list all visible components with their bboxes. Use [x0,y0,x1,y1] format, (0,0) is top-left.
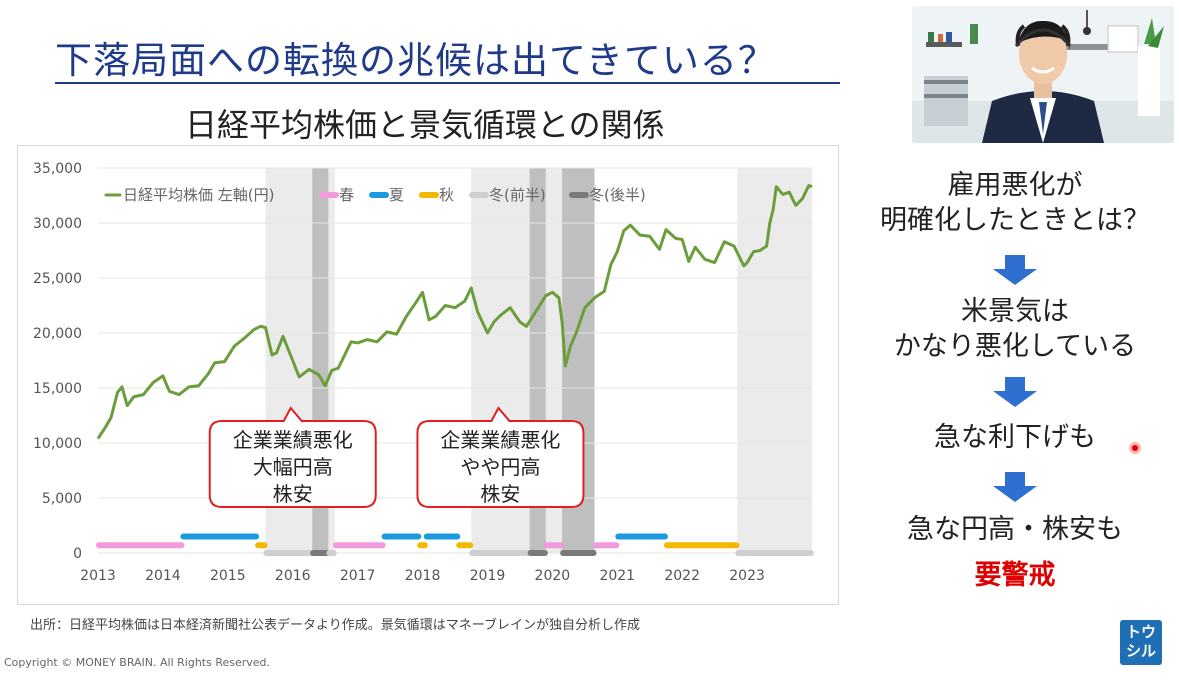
copyright-notice: Copyright © MONEY BRAIN. All Rights Rese… [4,656,271,669]
logo-line-1: トウ [1125,623,1156,641]
annotation-text: 企業業績悪化 [440,428,560,452]
shaded-region [328,168,335,553]
arrow-down-icon [993,377,1037,407]
y-tick-label: 20,000 [33,326,82,342]
x-tick-label: 2015 [210,568,246,584]
annotation-text: 株安 [273,482,313,506]
y-tick-label: 5,000 [42,491,82,507]
flow-step-2-line-2: かなり悪化している [893,331,1137,362]
legend-label: 冬(前半) [489,186,546,204]
annotation-callout [416,406,585,508]
logo-line-2: シル [1125,642,1156,660]
legend-label: 秋 [439,186,454,204]
presenter-image [912,6,1174,143]
x-tick-label: 2013 [80,568,116,584]
annotation-text: 企業業績悪化 [233,428,353,452]
x-tick-label: 2016 [275,568,311,584]
flow-step-1-line-2: 明確化したときとは？ [880,205,1150,236]
legend-label: 冬(後半) [589,186,646,204]
annotation-text: 大幅円高 [253,455,333,479]
legend-label: 夏 [389,186,404,204]
presenter-webcam [912,6,1174,143]
flow-step-4: 急な円高・株安も [907,514,1123,545]
chart-subtitle: 日経平均株価と景気循環との関係 [185,106,665,144]
arrow-down-icon [993,472,1037,502]
x-tick-label: 2023 [729,568,765,584]
y-tick-label: 15,000 [33,381,82,397]
flow-step-2: 米景気は かなり悪化している [855,294,1175,364]
x-tick-label: 2022 [664,568,700,584]
x-tick-label: 2020 [535,568,571,584]
title-underline [55,82,840,84]
legend-label: 春 [339,186,354,204]
flow-step-1: 雇用悪化が 明確化したときとは？ [855,168,1175,238]
annotation-text: 株安 [480,482,520,506]
laser-pointer-icon [1129,442,1141,454]
x-tick-label: 2021 [599,568,635,584]
arrow-down-icon [993,255,1037,285]
toushiru-logo: トウ シル [1120,620,1162,665]
y-tick-label: 30,000 [33,216,82,232]
warning-label: 要警戒 [974,560,1056,591]
y-tick-label: 35,000 [33,161,82,177]
nikkei-business-cycle-chart: 0 5,000 10,000 15,000 20,000 25,000 30,000 35,0… [33,161,814,584]
flow-step-3: 急な利下げも [934,422,1096,453]
chart-frame [17,145,839,605]
annotation-text: やや円高 [460,455,540,479]
flow-step-2-line-1: 米景気は [961,296,1069,327]
y-tick-label: 10,000 [33,436,82,452]
x-tick-label: 2017 [340,568,376,584]
legend-label: 日経平均株価 左軸(円) [123,186,274,204]
x-tick-label: 2014 [145,568,181,584]
y-tick-label: 25,000 [33,271,82,287]
x-tick-label: 2019 [470,568,506,584]
flow-step-1-line-1: 雇用悪化が [947,170,1083,201]
slide-title: 下落局面への転換の兆候は出てきている？ [55,39,776,82]
annotation-callout [208,406,377,508]
y-tick-label: 0 [73,546,82,562]
source-note: 出所：日経平均株価は日本経済新聞社公表データより作成。景気循環はマネーブレインが… [30,618,640,633]
nikkei-series-line [96,184,813,440]
x-tick-label: 2018 [405,568,441,584]
shaded-region [737,168,812,553]
